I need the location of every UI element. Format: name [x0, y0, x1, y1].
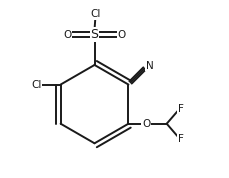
Text: S: S [90, 28, 98, 41]
Text: Cl: Cl [90, 9, 100, 19]
Text: Cl: Cl [31, 80, 42, 90]
Text: F: F [177, 104, 183, 114]
Text: O: O [142, 119, 150, 129]
Text: O: O [63, 30, 71, 40]
Text: F: F [177, 134, 183, 144]
Text: O: O [117, 30, 125, 40]
Text: N: N [145, 61, 153, 71]
